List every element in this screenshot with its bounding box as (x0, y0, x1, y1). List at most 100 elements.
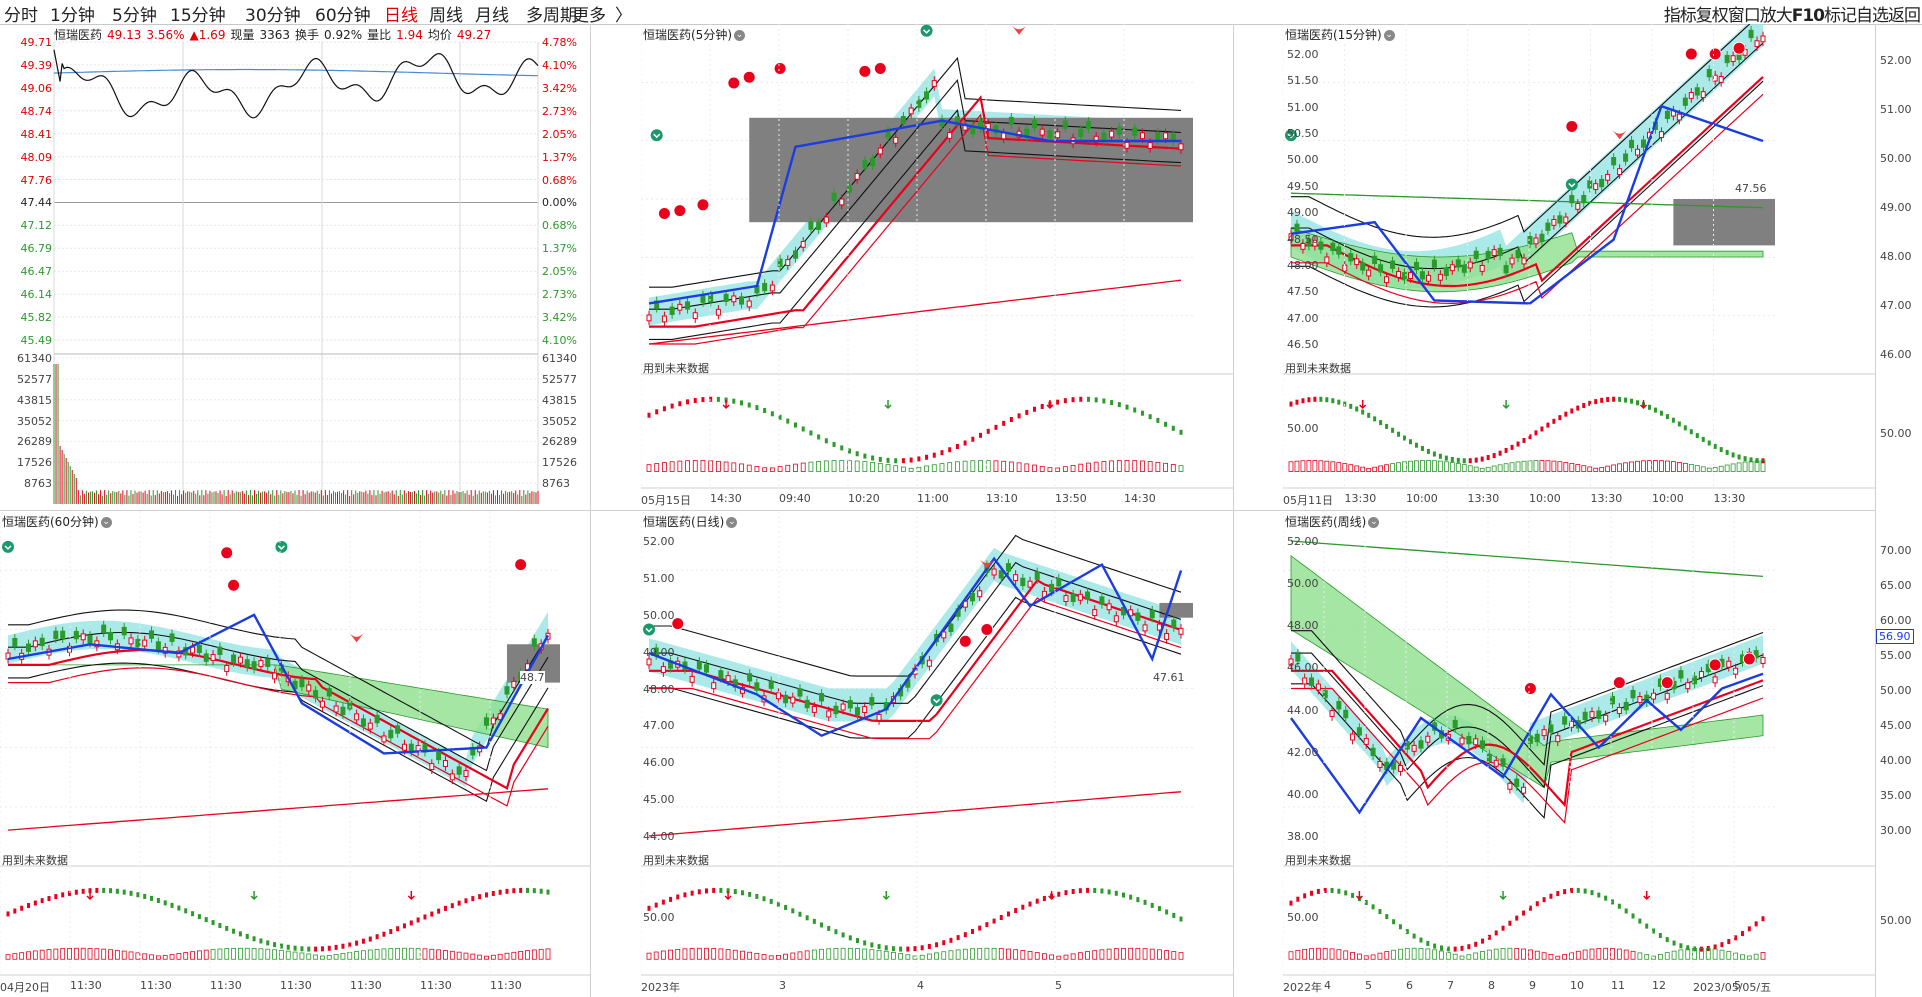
period-tab[interactable]: 5分钟 (112, 6, 157, 26)
indicator-bar (354, 951, 360, 960)
price-tick: 48.74 (20, 104, 53, 118)
indicator-bar (704, 947, 709, 960)
candle-body (1473, 738, 1479, 746)
indicator-bar (1101, 461, 1107, 472)
sell-signal-icon (1742, 652, 1756, 666)
tool-indicator[interactable]: 指标 (1663, 6, 1697, 26)
candle-body (1706, 69, 1712, 78)
gear-icon[interactable]: ⌄ (1368, 517, 1380, 528)
indicator-bar (94, 948, 100, 960)
indicator-bar (1754, 460, 1760, 472)
candle-body (991, 568, 997, 576)
period-tab[interactable]: 月线 (475, 6, 509, 26)
gear-icon[interactable]: ⌄ (734, 30, 745, 41)
candle-body (1521, 786, 1527, 794)
gear-icon[interactable]: ⌄ (100, 517, 112, 528)
candle-body (1676, 113, 1682, 121)
indicator-bar (1593, 467, 1599, 472)
tool-window[interactable]: 窗口 (1727, 6, 1761, 26)
indicator-bar (1042, 953, 1047, 960)
indicator-bar (1635, 460, 1640, 472)
period-tab[interactable]: 更多 (572, 6, 606, 26)
indicator-bar (682, 948, 688, 960)
long-ma-line (7, 788, 549, 831)
indicator-bar (769, 467, 775, 472)
sell-signal-icon (873, 62, 887, 75)
candle-body (1557, 215, 1563, 224)
candle-body (1467, 261, 1473, 269)
candle-body (777, 258, 783, 267)
x-axis-tick: 11:30 (70, 979, 102, 992)
indicator-bar (231, 947, 236, 960)
candle-body (823, 216, 829, 224)
tool-back[interactable]: 返回 (1888, 6, 1921, 26)
candle-body (1070, 593, 1076, 603)
candle-body (708, 294, 714, 303)
period-tab[interactable]: 60分钟 (315, 6, 371, 26)
tool-watchlist[interactable]: 自选 (1856, 6, 1889, 26)
indicator-bar (1171, 951, 1177, 960)
period-tab[interactable]: 15分钟 (170, 6, 226, 26)
indicator-bar (1056, 955, 1062, 960)
candle-body (1294, 223, 1300, 232)
indicator-bar (12, 953, 18, 960)
period-tab[interactable]: 日线 (384, 6, 418, 26)
indicator-bar (244, 947, 250, 960)
band-line (1291, 630, 1764, 766)
green-band (1290, 555, 1764, 789)
indicator-bar (1402, 461, 1407, 472)
y-axis-tick: 42.00 (1287, 745, 1319, 759)
period-tab[interactable]: 1分钟 (50, 6, 95, 26)
candle-body (826, 710, 832, 718)
gear-icon[interactable]: ⌄ (1383, 30, 1395, 41)
band-line (1291, 652, 1764, 789)
indicator-bar (1309, 948, 1314, 960)
indicator-bar (1507, 947, 1513, 960)
indicator-bar (1514, 948, 1520, 960)
indicator-bar (1557, 461, 1563, 472)
indicator-bar (1318, 460, 1324, 472)
indicator-bar (1678, 949, 1684, 960)
pct-tick: 1.37% (542, 150, 577, 164)
candle-body (1480, 740, 1486, 749)
candle-body (1005, 563, 1011, 572)
sell-signal-icon (696, 198, 710, 212)
indicator-bar (1142, 948, 1148, 960)
chevron-down-icon (277, 545, 285, 550)
indicator-bar (1480, 951, 1485, 960)
candle-body (128, 637, 134, 645)
x-axis-tick: 10:20 (848, 492, 880, 505)
period-tab[interactable]: 分时 (4, 6, 38, 26)
ma-line (8, 667, 549, 807)
candle-body (696, 661, 702, 670)
tool-f10[interactable]: F10 (1791, 6, 1825, 26)
indicator-bar (885, 464, 891, 472)
price-label: 47.56 (1735, 181, 1767, 195)
tool-zoom[interactable]: 放大 (1759, 6, 1793, 26)
more-chevron-icon[interactable]: 〉 (615, 6, 632, 26)
indicator-bar (1149, 948, 1155, 960)
period-tab[interactable]: 周线 (429, 6, 463, 26)
chevron-down-icon (653, 133, 661, 139)
indicator-bar (1377, 952, 1383, 960)
tool-mark[interactable]: 标记 (1824, 6, 1857, 26)
gear-icon[interactable]: ⌄ (726, 517, 738, 528)
indicator-bar (545, 948, 551, 960)
indicator-bar (1617, 463, 1623, 472)
long-ma-line (1290, 540, 1764, 578)
indicator-bar (1006, 948, 1011, 960)
indicator-bar (1324, 460, 1330, 472)
candle-body (360, 718, 366, 727)
sell-signal-icon (657, 207, 671, 220)
candle-body (217, 646, 223, 656)
period-tab[interactable]: 多周期 (526, 6, 577, 26)
candle-body (661, 315, 667, 323)
indicator-bar (793, 463, 798, 472)
candle-body (1132, 127, 1138, 136)
candle-body (797, 688, 803, 697)
ma-line (8, 649, 549, 790)
candle-body (1055, 131, 1061, 139)
tool-adjust[interactable]: 复权 (1695, 6, 1729, 26)
sell-signal-icon (227, 578, 241, 592)
period-tab[interactable]: 30分钟 (245, 6, 301, 26)
